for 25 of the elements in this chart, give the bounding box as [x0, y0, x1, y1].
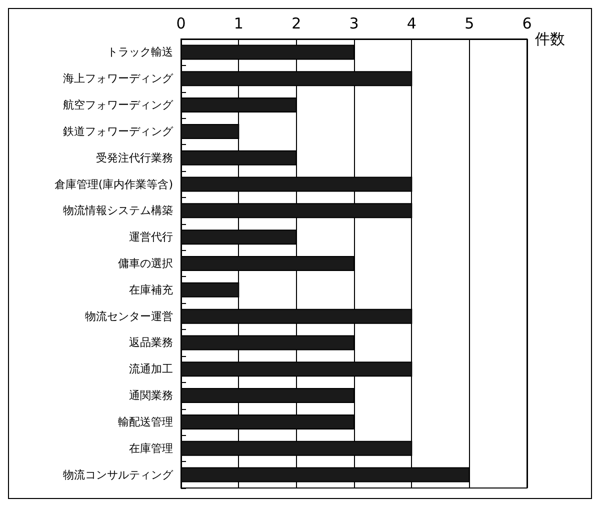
- y-tick-label: 運営代行: [129, 230, 173, 244]
- y-tick-label: 返品業務: [129, 336, 173, 350]
- y-tick-label: 通関業務: [129, 389, 173, 402]
- x-tick-label: 6: [522, 14, 532, 32]
- x-tick-label: 1: [234, 14, 244, 32]
- x-tick-label: 4: [406, 14, 416, 32]
- y-tick-label: 在庫管理: [129, 442, 173, 455]
- y-tick-label: トラック輸送: [107, 46, 173, 59]
- y-tick-label: 倉庫管理(庫内作業等含): [54, 178, 173, 191]
- y-tick-label: 物流センター運営: [85, 310, 173, 323]
- y-tick-label: 傭車の選択: [118, 257, 173, 270]
- x-tick-label: 2: [292, 14, 302, 32]
- x-tick-label: 3: [349, 14, 359, 32]
- y-tick-label: 流通加工: [129, 362, 173, 376]
- y-tick-label: 在庫補充: [129, 283, 173, 296]
- y-tick-label: 受発注代行業務: [96, 151, 173, 164]
- y-tick-label: 物流コンサルティング: [63, 468, 174, 482]
- y-tick-label: 物流情報システム構築: [63, 204, 173, 218]
- x-tick-label: 0: [176, 14, 186, 32]
- y-tick-label: 鉄道フォワーディング: [63, 124, 174, 138]
- y-tick-label: 輸配送管理: [118, 415, 173, 428]
- x-axis-title: 件数: [535, 30, 565, 48]
- y-tick-label: 航空フォワーディング: [63, 98, 174, 112]
- x-tick-label: 5: [464, 14, 474, 32]
- y-tick-label: 海上フォワーディング: [63, 72, 174, 86]
